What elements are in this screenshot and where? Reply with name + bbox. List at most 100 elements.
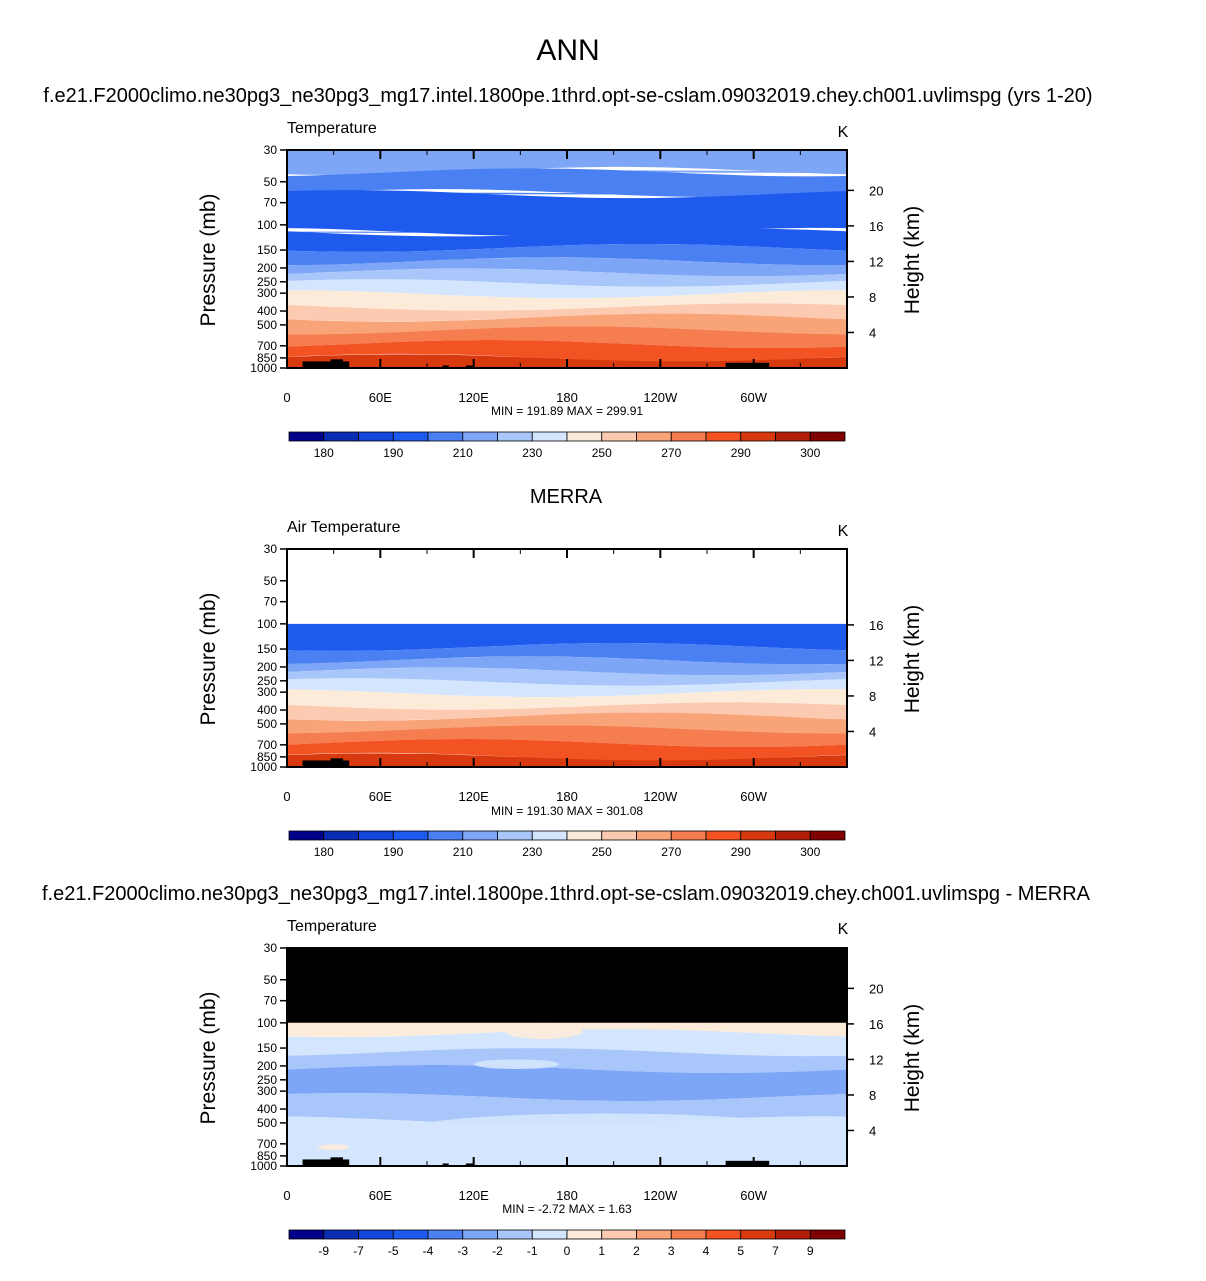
x-tick-label: 60W <box>740 390 767 405</box>
colorbar-label: 190 <box>383 446 403 460</box>
colorbar-box <box>670 830 707 841</box>
colorbar-label: -7 <box>353 1244 364 1258</box>
panel-units: K <box>838 124 849 141</box>
topography <box>725 362 770 368</box>
y-tick-label: 70 <box>264 196 278 210</box>
contour-band <box>287 228 847 252</box>
panel-stats: MIN = 191.89 MAX = 299.91 <box>491 404 643 418</box>
y-tick-label: 850 <box>257 1149 277 1163</box>
topography <box>302 1159 350 1166</box>
topography <box>302 760 350 767</box>
x-tick-label: 60E <box>369 789 392 804</box>
y-tick-label: 150 <box>257 1041 277 1055</box>
colorbar-label: 0 <box>564 1244 571 1258</box>
x-tick-label: 60E <box>369 1188 392 1203</box>
y2-tick-label: 8 <box>869 290 876 305</box>
colorbar-box <box>809 431 846 442</box>
x-tick-label: 60W <box>740 1188 767 1203</box>
y-tick-label: 200 <box>257 660 277 674</box>
y-tick-label: 300 <box>257 1084 277 1098</box>
panel-left-label: Temperature <box>287 120 377 137</box>
contour-band <box>287 168 847 198</box>
x-tick-label: 0 <box>283 390 290 405</box>
x-tick-label: 120E <box>458 390 489 405</box>
colorbar-box <box>497 830 533 841</box>
y2-tick-label: 4 <box>869 1123 876 1138</box>
colorbar-label: 4 <box>703 1244 710 1258</box>
contour-band <box>287 244 847 266</box>
y-tick-label: 100 <box>257 617 277 631</box>
y-tick-label: 50 <box>264 175 278 189</box>
colorbar-label: 5 <box>737 1244 744 1258</box>
colorbar-box <box>601 830 637 841</box>
y2-tick-label: 12 <box>869 653 883 668</box>
topography <box>442 365 449 368</box>
y2-tick-label: 8 <box>869 1088 876 1103</box>
colorbar-box <box>775 830 811 841</box>
y-tick-label: 200 <box>257 261 277 275</box>
topography <box>330 359 343 368</box>
y-axis-label: Pressure (mb) <box>197 193 220 326</box>
colorbar-label: 180 <box>314 845 334 859</box>
colorbar-box <box>705 431 742 442</box>
colorbar-box <box>392 830 429 841</box>
colorbar-label: -5 <box>388 1244 399 1258</box>
contour-band <box>287 712 847 734</box>
colorbar-label: 300 <box>800 446 820 460</box>
colorbar-box <box>323 830 359 841</box>
y-tick-label: 150 <box>257 243 277 257</box>
contour-blob <box>504 1022 583 1040</box>
colorbar-box <box>323 1229 359 1240</box>
contour-band <box>287 656 847 676</box>
colorbar-label: 300 <box>800 845 820 859</box>
colorbar-label: 290 <box>731 845 751 859</box>
y-tick-label: 1000 <box>250 361 277 375</box>
y-tick-label: 30 <box>264 143 278 157</box>
y-tick-label: 70 <box>264 994 278 1008</box>
y2-tick-label: 16 <box>869 219 883 234</box>
colorbar-box <box>740 1229 776 1240</box>
colorbar-label: 230 <box>522 446 542 460</box>
colorbar-label: 2 <box>633 1244 640 1258</box>
x-tick-label: 120W <box>643 1188 678 1203</box>
y-tick-label: 500 <box>257 717 277 731</box>
contour-band <box>287 326 847 348</box>
y2-tick-label: 4 <box>869 724 876 739</box>
colorbar-box <box>740 431 776 442</box>
contour-band <box>287 257 847 277</box>
colorbar-box <box>497 431 533 442</box>
colorbar-box <box>392 1229 429 1240</box>
y-tick-label: 1000 <box>250 760 277 774</box>
contour-band <box>287 1029 847 1057</box>
y-tick-label: 30 <box>264 941 278 955</box>
colorbar-box <box>809 1229 846 1240</box>
y2-axis-label: Height (km) <box>901 206 924 315</box>
contour-band <box>287 725 847 747</box>
y-tick-label: 50 <box>264 574 278 588</box>
colorbar-box <box>392 431 429 442</box>
contour-blob <box>473 1059 560 1069</box>
x-tick-label: 120W <box>643 789 678 804</box>
y-tick-label: 70 <box>264 595 278 609</box>
contour-band <box>287 268 847 287</box>
contour-band <box>287 313 847 335</box>
colorbar-box <box>531 1229 568 1240</box>
y-tick-label: 250 <box>257 674 277 688</box>
case-title: f.e21.F2000climo.ne30pg3_ne30pg3_mg17.in… <box>43 85 1092 107</box>
colorbar-box <box>531 830 568 841</box>
colorbar-box <box>427 431 464 442</box>
contour-band <box>287 643 847 665</box>
x-tick-label: 180 <box>556 789 578 804</box>
colorbar-box <box>636 431 672 442</box>
colorbar-box <box>427 830 464 841</box>
obs-title: MERRA <box>530 486 603 508</box>
contour-blob <box>318 1144 350 1151</box>
colorbar-label: 210 <box>453 845 473 859</box>
contour-band <box>287 702 847 721</box>
panel-left-label: Temperature <box>287 918 377 935</box>
y-tick-label: 700 <box>257 1137 277 1151</box>
panel-units: K <box>838 921 849 938</box>
y-tick-label: 700 <box>257 738 277 752</box>
y-tick-label: 700 <box>257 339 277 353</box>
colorbar-box <box>358 1229 394 1240</box>
